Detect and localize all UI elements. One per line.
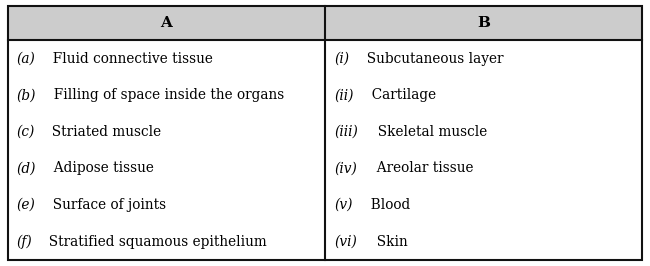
Text: Filling of space inside the organs: Filling of space inside the organs xyxy=(45,88,284,102)
Text: (b): (b) xyxy=(16,88,36,102)
Text: Stratified squamous epithelium: Stratified squamous epithelium xyxy=(40,235,266,249)
Bar xyxy=(8,40,642,260)
Text: (d): (d) xyxy=(16,161,36,176)
Text: Areolar tissue: Areolar tissue xyxy=(367,161,473,176)
Text: (v): (v) xyxy=(335,198,353,212)
Bar xyxy=(8,6,642,40)
Text: (vi): (vi) xyxy=(335,235,358,249)
Text: Cartilage: Cartilage xyxy=(363,88,436,102)
Text: (f): (f) xyxy=(16,235,32,249)
Text: (iv): (iv) xyxy=(335,161,358,176)
Text: Blood: Blood xyxy=(362,198,410,212)
Text: Striated muscle: Striated muscle xyxy=(43,125,161,139)
Text: (e): (e) xyxy=(16,198,35,212)
Text: (c): (c) xyxy=(16,125,34,139)
Text: (ii): (ii) xyxy=(335,88,354,102)
Text: A: A xyxy=(161,16,172,30)
Text: (i): (i) xyxy=(335,52,350,65)
Text: Skin: Skin xyxy=(367,235,408,249)
Text: B: B xyxy=(477,16,490,30)
Text: Surface of joints: Surface of joints xyxy=(44,198,166,212)
Text: Adipose tissue: Adipose tissue xyxy=(45,161,153,176)
Text: (a): (a) xyxy=(16,52,35,65)
Text: Skeletal muscle: Skeletal muscle xyxy=(369,125,487,139)
Text: Fluid connective tissue: Fluid connective tissue xyxy=(44,52,213,65)
Text: (iii): (iii) xyxy=(335,125,359,139)
Text: Subcutaneous layer: Subcutaneous layer xyxy=(358,52,503,65)
